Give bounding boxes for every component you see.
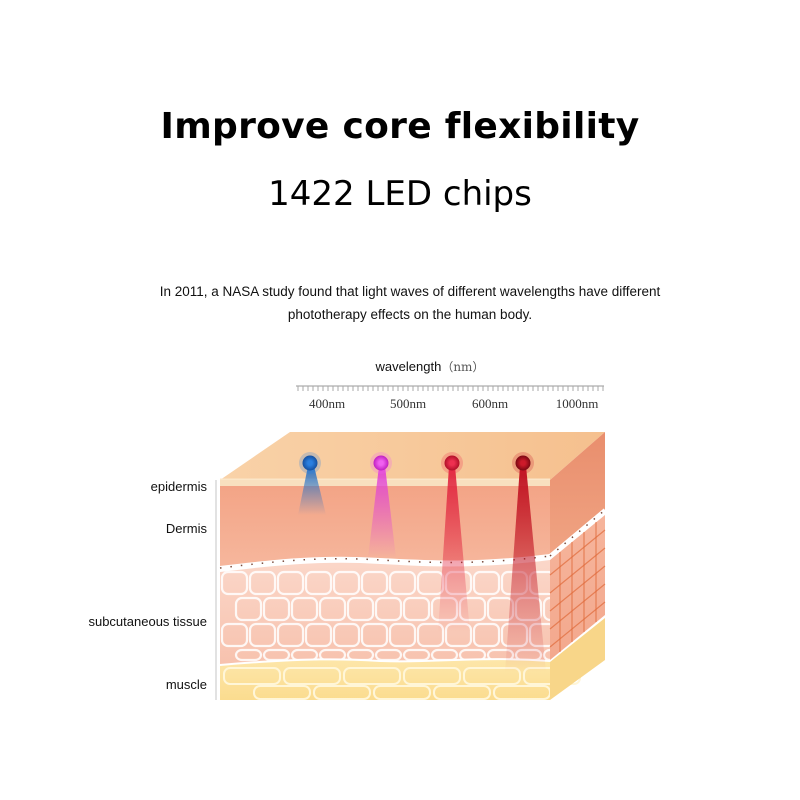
side-fat-cells xyxy=(549,522,606,652)
tick-label-500nm: 500nm xyxy=(390,396,426,411)
fat-cell xyxy=(262,596,291,622)
fat-cell xyxy=(472,570,501,596)
skin-top-surface xyxy=(220,432,605,480)
muscle-cell xyxy=(373,685,431,700)
fat-cell xyxy=(388,622,417,648)
wavelength-unit: （nm） xyxy=(441,360,485,374)
fat-cell xyxy=(402,596,431,622)
fat-cell xyxy=(402,648,431,662)
fat-cell xyxy=(220,570,249,596)
fat-cell xyxy=(346,648,375,662)
fat-cell xyxy=(234,648,263,662)
subcutaneous-layer xyxy=(220,560,550,664)
fat-cell xyxy=(360,622,389,648)
description-line-1: In 2011, a NASA study found that light w… xyxy=(159,284,661,299)
fat-cell xyxy=(374,596,403,622)
fat-cell xyxy=(290,648,319,662)
label-epidermis: epidermis xyxy=(150,479,207,494)
muscle-cell xyxy=(223,667,281,685)
fat-cell xyxy=(346,596,375,622)
fat-cell xyxy=(388,570,417,596)
fat-cell xyxy=(332,570,361,596)
fat-cell xyxy=(318,648,347,662)
fat-cell xyxy=(220,622,249,648)
fat-cell xyxy=(360,570,389,596)
deep-red-led-icon xyxy=(515,455,531,471)
muscle-cell xyxy=(403,667,461,685)
fat-cell xyxy=(458,648,487,662)
side-cell-line xyxy=(549,547,606,594)
muscle-cell xyxy=(433,685,491,700)
muscle-layer xyxy=(220,660,550,700)
muscle-cell xyxy=(253,685,311,700)
label-muscle: muscle xyxy=(165,677,207,692)
purple-light-beam xyxy=(368,466,396,558)
fat-cell xyxy=(304,622,333,648)
fat-cell xyxy=(276,570,305,596)
fat-cell xyxy=(430,648,459,662)
fat-cell xyxy=(262,648,291,662)
fat-cell xyxy=(304,570,333,596)
muscle-cell xyxy=(343,667,401,685)
blue-light-beam xyxy=(298,466,326,515)
side-cell-line xyxy=(549,583,606,630)
side-cell-line xyxy=(549,565,606,612)
wavelength-axis-title: wavelength（nm） xyxy=(340,358,520,375)
fat-cell xyxy=(290,596,319,622)
page-title: Improve core flexibility xyxy=(160,106,640,147)
side-cell-line xyxy=(549,529,606,576)
page-subtitle: 1422 LED chips xyxy=(268,174,532,214)
red-led-icon xyxy=(444,455,460,471)
muscle-side xyxy=(550,618,605,700)
purple-led-icon xyxy=(373,455,389,471)
description-line-2: phototherapy effects on the human body. xyxy=(287,307,533,322)
red-light-beam xyxy=(438,466,470,632)
muscle-cell xyxy=(283,667,341,685)
fat-cells xyxy=(220,570,550,662)
ruler-ticks xyxy=(297,386,604,391)
fat-cell xyxy=(332,622,361,648)
fat-cell xyxy=(416,622,445,648)
label-dermis: Dermis xyxy=(165,521,207,536)
tick-label-600nm: 600nm xyxy=(472,396,508,411)
tick-label-1000nm: 1000nm xyxy=(556,396,599,411)
fat-cell xyxy=(276,622,305,648)
subcutaneous-side xyxy=(550,515,605,660)
wavelength-ruler: 400nm 500nm 600nm 1000nm xyxy=(296,385,604,411)
dermis-membrane xyxy=(219,554,551,570)
fat-cell xyxy=(472,622,501,648)
description: In 2011, a NASA study found that light w… xyxy=(140,280,680,326)
fat-cell xyxy=(248,622,277,648)
muscle-cells xyxy=(223,667,581,700)
fat-cell xyxy=(248,570,277,596)
blue-led-icon xyxy=(302,455,318,471)
side-cell-line xyxy=(549,601,606,648)
deep-red-light-beam xyxy=(505,466,546,672)
label-subcutaneous-tissue: subcutaneous tissue xyxy=(88,614,207,629)
wavelength-label: wavelength xyxy=(375,359,442,374)
fat-cell xyxy=(234,596,263,622)
muscle-cell xyxy=(313,685,371,700)
fat-cell xyxy=(374,648,403,662)
muscle-cell xyxy=(463,667,521,685)
dermis-side xyxy=(550,432,605,556)
fat-cell xyxy=(542,596,550,622)
fat-cell xyxy=(318,596,347,622)
tick-label-400nm: 400nm xyxy=(309,396,345,411)
